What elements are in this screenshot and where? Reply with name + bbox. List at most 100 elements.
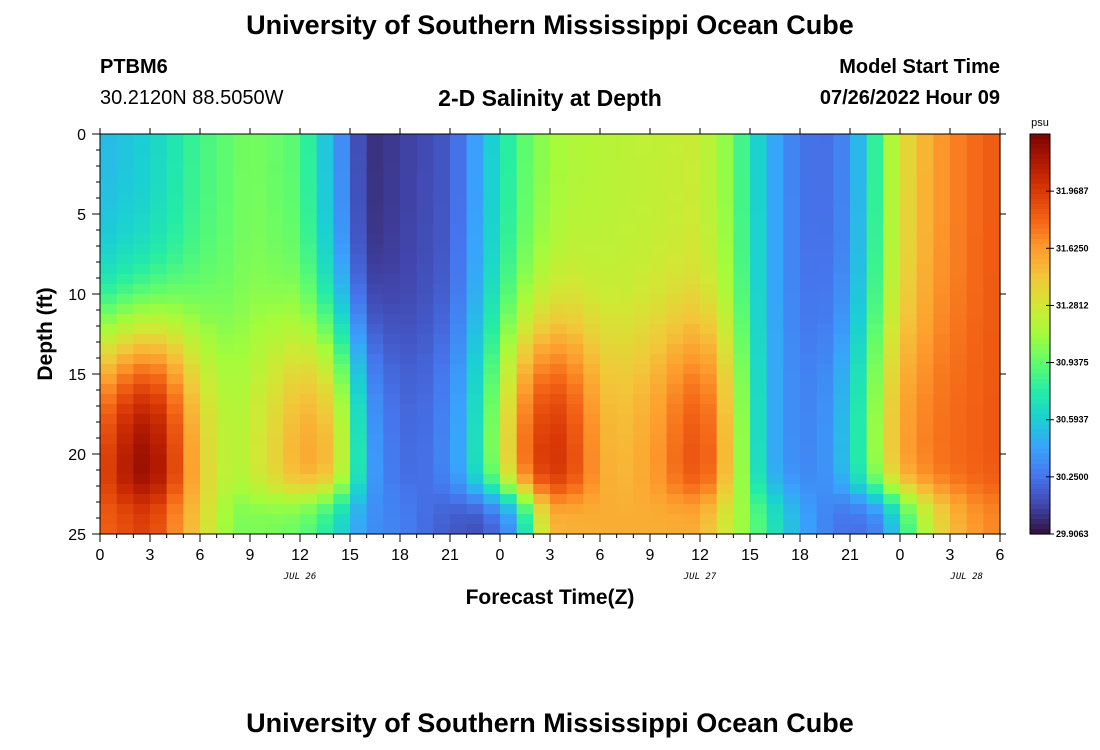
heatmap-cell: [200, 414, 217, 425]
heatmap-cell: [283, 224, 300, 235]
heatmap-cell: [617, 164, 634, 175]
heatmap-cell: [700, 464, 717, 475]
heatmap-cell: [167, 244, 184, 255]
heatmap-cell: [783, 474, 800, 485]
heatmap-cell: [883, 444, 900, 455]
heatmap-cell: [633, 194, 650, 205]
heatmap-cell: [400, 454, 417, 465]
heatmap-cell: [500, 204, 517, 215]
heatmap-cell: [733, 384, 750, 395]
heatmap-cell: [767, 414, 784, 425]
heatmap-cell: [283, 234, 300, 245]
heatmap-cell: [983, 444, 1000, 455]
heatmap-cell: [200, 234, 217, 245]
heatmap-cell: [383, 284, 400, 295]
heatmap-cell: [467, 264, 484, 275]
heatmap-cell: [750, 394, 767, 405]
heatmap-cell: [683, 274, 700, 285]
heatmap-cell: [950, 414, 967, 425]
heatmap-cell: [183, 464, 200, 475]
heatmap-cell: [967, 384, 984, 395]
heatmap-cell: [983, 424, 1000, 435]
heatmap-cell: [167, 154, 184, 165]
heatmap-cell: [783, 134, 800, 145]
heatmap-cell: [600, 384, 617, 395]
heatmap-cell: [767, 334, 784, 345]
heatmap-cell: [200, 264, 217, 275]
heatmap-cell: [667, 414, 684, 425]
heatmap-cell: [467, 324, 484, 335]
heatmap-cell: [283, 174, 300, 185]
colorbar-swatch: [1030, 464, 1050, 470]
heatmap-cell: [250, 234, 267, 245]
heatmap-cell: [533, 394, 550, 405]
heatmap-cell: [233, 184, 250, 195]
heatmap-cell: [533, 204, 550, 215]
heatmap-cell: [767, 454, 784, 465]
heatmap-cell: [867, 384, 884, 395]
heatmap-cell: [383, 514, 400, 525]
heatmap-cell: [467, 244, 484, 255]
heatmap-cell: [617, 134, 634, 145]
colorbar-swatch: [1030, 239, 1050, 245]
heatmap-cell: [100, 354, 117, 365]
heatmap-cell: [500, 514, 517, 525]
heatmap-cell: [600, 514, 617, 525]
heatmap-cell: [900, 434, 917, 445]
heatmap-cell: [433, 294, 450, 305]
heatmap-cell: [267, 394, 284, 405]
heatmap-cell: [483, 214, 500, 225]
heatmap-cell: [183, 314, 200, 325]
heatmap-cell: [467, 134, 484, 145]
heatmap-cell: [183, 304, 200, 315]
heatmap-cell: [983, 204, 1000, 215]
heatmap-cell: [850, 514, 867, 525]
heatmap-cell: [133, 174, 150, 185]
heatmap-cell: [533, 454, 550, 465]
heatmap-cell: [883, 474, 900, 485]
heatmap-cell: [617, 144, 634, 155]
heatmap-cell: [683, 334, 700, 345]
heatmap-cell: [550, 224, 567, 235]
heatmap-cell: [850, 444, 867, 455]
heatmap-cell: [133, 344, 150, 355]
x-tick-label: 0: [496, 547, 505, 564]
heatmap-cell: [550, 374, 567, 385]
heatmap-cell: [650, 214, 667, 225]
heatmap-cell: [183, 444, 200, 455]
heatmap-cell: [467, 294, 484, 305]
heatmap-cell: [250, 524, 267, 535]
heatmap-cell: [250, 244, 267, 255]
heatmap-cell: [717, 474, 734, 485]
heatmap-cell: [383, 204, 400, 215]
heatmap-cell: [200, 464, 217, 475]
heatmap-cell: [983, 354, 1000, 365]
heatmap-cell: [317, 174, 334, 185]
heatmap-cell: [383, 414, 400, 425]
heatmap-cell: [650, 494, 667, 505]
heatmap-cell: [450, 304, 467, 315]
heatmap-cell: [733, 344, 750, 355]
heatmap-cell: [367, 194, 384, 205]
heatmap-cell: [567, 174, 584, 185]
heatmap-cell: [267, 524, 284, 535]
heatmap-cell: [783, 394, 800, 405]
heatmap-cell: [567, 434, 584, 445]
heatmap-cell: [683, 524, 700, 535]
heatmap-cell: [850, 504, 867, 515]
heatmap-cell: [183, 254, 200, 265]
heatmap-cell: [500, 524, 517, 535]
heatmap-cell: [400, 464, 417, 475]
heatmap-cell: [817, 314, 834, 325]
heatmap-cell: [667, 354, 684, 365]
heatmap-cell: [600, 404, 617, 415]
heatmap-cell: [583, 364, 600, 375]
heatmap-cell: [717, 134, 734, 145]
heatmap-cell: [617, 484, 634, 495]
heatmap-cell: [667, 204, 684, 215]
heatmap-cell: [900, 404, 917, 415]
heatmap-cell: [467, 184, 484, 195]
heatmap-cell: [333, 374, 350, 385]
heatmap-cell: [983, 514, 1000, 525]
heatmap-cell: [467, 344, 484, 355]
